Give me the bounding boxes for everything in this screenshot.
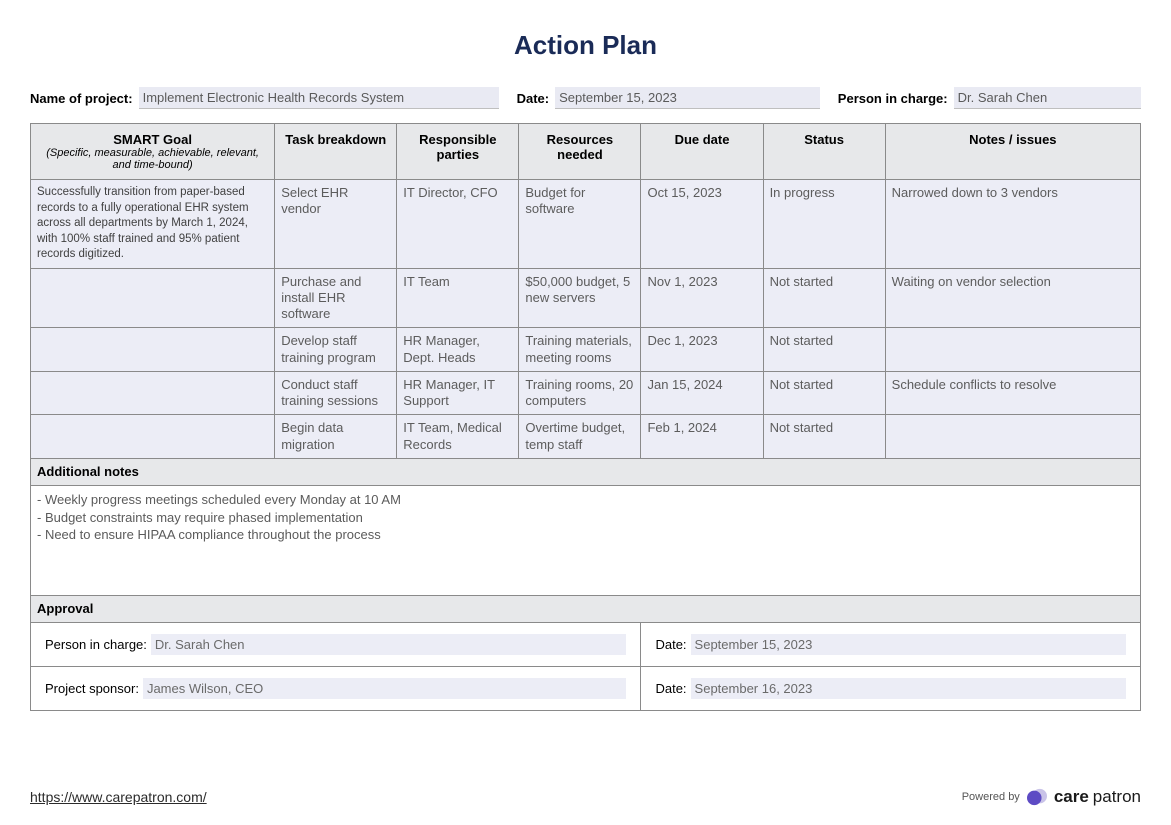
col-responsible: Responsible parties	[397, 124, 519, 180]
person-input[interactable]	[954, 87, 1141, 109]
cell-responsible[interactable]: IT Team, Medical Records	[397, 415, 519, 459]
cell-task[interactable]: Select EHR vendor	[275, 180, 397, 269]
footer-link[interactable]: https://www.carepatron.com/	[30, 789, 207, 805]
table-row: Purchase and install EHR softwareIT Team…	[31, 268, 1141, 328]
person-label: Person in charge:	[838, 91, 948, 106]
cell-due[interactable]: Feb 1, 2024	[641, 415, 763, 459]
meta-project: Name of project:	[30, 87, 499, 109]
powered-by-label: Powered by	[962, 791, 1020, 803]
cell-responsible[interactable]: IT Director, CFO	[397, 180, 519, 269]
additional-notes-label: Additional notes	[31, 458, 1141, 485]
approval-pic-date-input[interactable]	[691, 634, 1126, 655]
approval-header: Approval	[31, 596, 1141, 623]
action-plan-table: SMART Goal (Specific, measurable, achiev…	[30, 123, 1141, 711]
cell-smart[interactable]: Successfully transition from paper-based…	[31, 180, 275, 269]
approval-sponsor-row: Project sponsor: Date:	[31, 667, 1141, 711]
cell-due[interactable]: Dec 1, 2023	[641, 328, 763, 372]
project-input[interactable]	[139, 87, 499, 109]
col-notes: Notes / issues	[885, 124, 1140, 180]
cell-responsible[interactable]: IT Team	[397, 268, 519, 328]
cell-smart[interactable]	[31, 371, 275, 415]
meta-person: Person in charge:	[838, 87, 1141, 109]
brand-light: patron	[1093, 787, 1141, 807]
additional-notes-cell[interactable]: - Weekly progress meetings scheduled eve…	[31, 486, 1141, 596]
approval-sponsor-date-label: Date:	[655, 681, 686, 697]
approval-pic-label: Person in charge:	[45, 637, 147, 653]
cell-responsible[interactable]: HR Manager, IT Support	[397, 371, 519, 415]
date-input[interactable]	[555, 87, 820, 109]
cell-responsible[interactable]: HR Manager, Dept. Heads	[397, 328, 519, 372]
cell-notes[interactable]: Narrowed down to 3 vendors	[885, 180, 1140, 269]
cell-due[interactable]: Nov 1, 2023	[641, 268, 763, 328]
cell-notes[interactable]: Waiting on vendor selection	[885, 268, 1140, 328]
cell-resources[interactable]: $50,000 budget, 5 new servers	[519, 268, 641, 328]
cell-notes[interactable]: Schedule conflicts to resolve	[885, 371, 1140, 415]
table-row: Conduct staff training sessionsHR Manage…	[31, 371, 1141, 415]
cell-task[interactable]: Conduct staff training sessions	[275, 371, 397, 415]
col-status: Status	[763, 124, 885, 180]
brand-name: carepatron	[1054, 787, 1141, 807]
meta-date: Date:	[517, 87, 820, 109]
approval-pic-date-label: Date:	[655, 637, 686, 653]
cell-status[interactable]: Not started	[763, 415, 885, 459]
table-row: Begin data migrationIT Team, Medical Rec…	[31, 415, 1141, 459]
date-label: Date:	[517, 91, 550, 106]
cell-task[interactable]: Begin data migration	[275, 415, 397, 459]
cell-notes[interactable]	[885, 328, 1140, 372]
powered-by: Powered by carepatron	[962, 787, 1141, 807]
cell-resources[interactable]: Training materials, meeting rooms	[519, 328, 641, 372]
cell-smart[interactable]	[31, 268, 275, 328]
approval-label: Approval	[31, 596, 1141, 623]
carepatron-logo-icon	[1026, 787, 1048, 807]
project-label: Name of project:	[30, 91, 133, 106]
table-header-row: SMART Goal (Specific, measurable, achiev…	[31, 124, 1141, 180]
cell-smart[interactable]	[31, 328, 275, 372]
cell-notes[interactable]	[885, 415, 1140, 459]
col-task: Task breakdown	[275, 124, 397, 180]
col-smart-title: SMART Goal	[113, 132, 192, 147]
cell-resources[interactable]: Training rooms, 20 computers	[519, 371, 641, 415]
col-due: Due date	[641, 124, 763, 180]
footer: https://www.carepatron.com/ Powered by c…	[30, 787, 1141, 807]
additional-notes-header: Additional notes	[31, 458, 1141, 485]
col-smart-goal: SMART Goal (Specific, measurable, achiev…	[31, 124, 275, 180]
brand-bold: care	[1054, 787, 1089, 807]
approval-sponsor-label: Project sponsor:	[45, 681, 139, 697]
page-title: Action Plan	[30, 30, 1141, 61]
cell-task[interactable]: Develop staff training program	[275, 328, 397, 372]
cell-status[interactable]: Not started	[763, 268, 885, 328]
cell-resources[interactable]: Budget for software	[519, 180, 641, 269]
table-row: Develop staff training programHR Manager…	[31, 328, 1141, 372]
approval-pic-input[interactable]	[151, 634, 627, 655]
col-smart-sub: (Specific, measurable, achievable, relev…	[37, 147, 268, 171]
approval-sponsor-input[interactable]	[143, 678, 627, 699]
approval-sponsor-date-input[interactable]	[691, 678, 1126, 699]
cell-status[interactable]: Not started	[763, 328, 885, 372]
cell-status[interactable]: In progress	[763, 180, 885, 269]
cell-resources[interactable]: Overtime budget, temp staff	[519, 415, 641, 459]
cell-due[interactable]: Oct 15, 2023	[641, 180, 763, 269]
additional-notes-row: - Weekly progress meetings scheduled eve…	[31, 486, 1141, 596]
cell-due[interactable]: Jan 15, 2024	[641, 371, 763, 415]
table-row: Successfully transition from paper-based…	[31, 180, 1141, 269]
cell-smart[interactable]	[31, 415, 275, 459]
cell-status[interactable]: Not started	[763, 371, 885, 415]
approval-pic-row: Person in charge: Date:	[31, 623, 1141, 667]
col-resources: Resources needed	[519, 124, 641, 180]
meta-row: Name of project: Date: Person in charge:	[30, 87, 1141, 109]
cell-task[interactable]: Purchase and install EHR software	[275, 268, 397, 328]
